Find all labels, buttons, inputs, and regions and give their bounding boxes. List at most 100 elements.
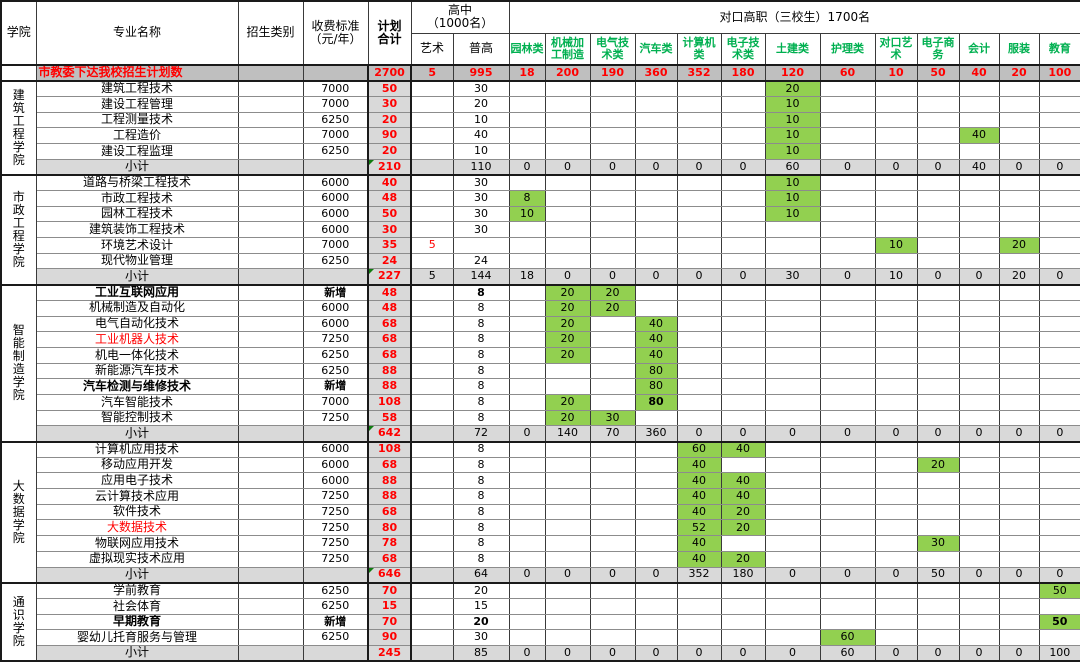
cell-voc-3[interactable]: 0 [634,566,678,584]
cell-voc-4[interactable]: 352 [676,64,722,82]
cell-voc-7[interactable] [819,393,876,411]
cell-voc-10[interactable] [958,503,1000,521]
cell-voc-5[interactable] [720,283,766,301]
cell-fee[interactable] [302,158,369,176]
cell-voc-8[interactable] [874,488,918,505]
cell-voc-4[interactable] [676,393,722,411]
cell-voc-10[interactable] [958,252,1000,270]
cell-voc-9[interactable] [916,315,960,333]
cell-pugao[interactable]: 8 [452,331,510,348]
cell-fee[interactable]: 6250 [302,111,369,129]
cell-voc-0[interactable]: 18 [508,268,546,286]
cell-voc-8[interactable] [874,378,918,395]
cell-major-name[interactable]: 早期教育 [35,613,239,631]
cell-art[interactable] [410,488,454,505]
cell-voc-6[interactable] [764,346,821,364]
cell-voc-4[interactable] [676,299,722,317]
cell-category[interactable] [237,237,304,254]
cell-pugao[interactable]: 8 [452,488,510,505]
cell-voc-6[interactable] [764,299,821,317]
cell-pugao[interactable]: 30 [452,221,510,239]
cell-voc-3[interactable] [634,111,678,129]
cell-voc-2[interactable] [589,550,636,568]
cell-plan-total[interactable]: 58 [367,409,412,427]
cell-voc-0[interactable] [508,393,546,411]
cell-pugao[interactable]: 8 [452,409,510,427]
cell-major-name[interactable]: 移动应用开发 [35,456,239,474]
cell-fee[interactable]: 6000 [302,299,369,317]
cell-category[interactable] [237,488,304,505]
cell-voc-5[interactable]: 40 [720,488,766,505]
cell-voc-0[interactable] [508,472,546,490]
cell-voc-8[interactable] [874,346,918,364]
cell-voc-0[interactable] [508,173,546,191]
cell-major-name[interactable]: 电气自动化技术 [35,315,239,333]
cell-voc-3[interactable] [634,173,678,191]
cell-voc-7[interactable]: 60 [819,644,876,662]
cell-voc-5[interactable]: 0 [720,644,766,662]
cell-voc-12[interactable]: 0 [1038,425,1080,442]
cell-major-name[interactable]: 软件技术 [35,503,239,521]
cell-voc-7[interactable] [819,173,876,191]
cell-voc-1[interactable] [544,362,591,380]
cell-voc-0[interactable]: 10 [508,205,546,223]
cell-art[interactable] [410,409,454,427]
cell-voc-3[interactable] [634,488,678,505]
cell-voc-1[interactable]: 20 [544,299,591,317]
cell-voc-10[interactable] [958,331,1000,348]
cell-art[interactable] [410,252,454,270]
cell-art[interactable] [410,503,454,521]
cell-voc-12[interactable] [1038,283,1080,301]
cell-voc-9[interactable] [916,190,960,207]
cell-voc-4[interactable]: 0 [676,268,722,286]
cell-voc-8[interactable] [874,299,918,317]
cell-voc-3[interactable] [634,190,678,207]
cell-voc-6[interactable] [764,409,821,427]
cell-voc-9[interactable]: 20 [916,456,960,474]
cell-voc-4[interactable] [676,629,722,646]
cell-major-name[interactable]: 汽车检测与维修技术 [35,378,239,395]
cell-voc-0[interactable] [508,409,546,427]
cell-pugao[interactable]: 8 [452,440,510,458]
cell-voc-0[interactable] [508,142,546,160]
cell-voc-3[interactable] [634,299,678,317]
cell-voc-7[interactable] [819,456,876,474]
cell-voc-10[interactable]: 0 [958,425,1000,442]
cell-voc-10[interactable]: 0 [958,644,1000,662]
cell-voc-12[interactable] [1038,378,1080,395]
cell-voc-11[interactable] [998,252,1040,270]
cell-voc-3[interactable] [634,535,678,552]
cell-voc-5[interactable] [720,331,766,348]
cell-voc-9[interactable]: 30 [916,535,960,552]
cell-voc-10[interactable]: 40 [958,158,1000,176]
cell-pugao[interactable]: 30 [452,173,510,191]
cell-voc-9[interactable] [916,519,960,537]
cell-voc-6[interactable] [764,503,821,521]
col-header-voc-10[interactable]: 会计 [958,32,1000,66]
cell-voc-2[interactable] [589,127,636,144]
cell-voc-11[interactable] [998,488,1040,505]
cell-voc-2[interactable] [589,331,636,348]
cell-art[interactable] [410,629,454,646]
cell-voc-6[interactable] [764,362,821,380]
cell-category[interactable] [237,158,304,176]
cell-plan-total[interactable]: 48 [367,299,412,317]
cell-voc-3[interactable] [634,409,678,427]
cell-voc-5[interactable]: 0 [720,425,766,442]
cell-art[interactable] [410,127,454,144]
cell-voc-5[interactable] [720,315,766,333]
cell-voc-7[interactable] [819,519,876,537]
cell-category[interactable] [237,268,304,286]
cell-voc-1[interactable] [544,613,591,631]
cell-voc-12[interactable] [1038,331,1080,348]
cell-voc-10[interactable] [958,581,1000,599]
cell-voc-3[interactable] [634,205,678,223]
cell-voc-5[interactable] [720,629,766,646]
cell-art[interactable] [410,535,454,552]
cell-voc-3[interactable] [634,95,678,113]
cell-fee[interactable]: 7250 [302,550,369,568]
cell-major-name[interactable]: 学前教育 [35,581,239,599]
cell-voc-4[interactable] [676,597,722,615]
cell-voc-0[interactable] [508,346,546,364]
cell-voc-2[interactable] [589,472,636,490]
